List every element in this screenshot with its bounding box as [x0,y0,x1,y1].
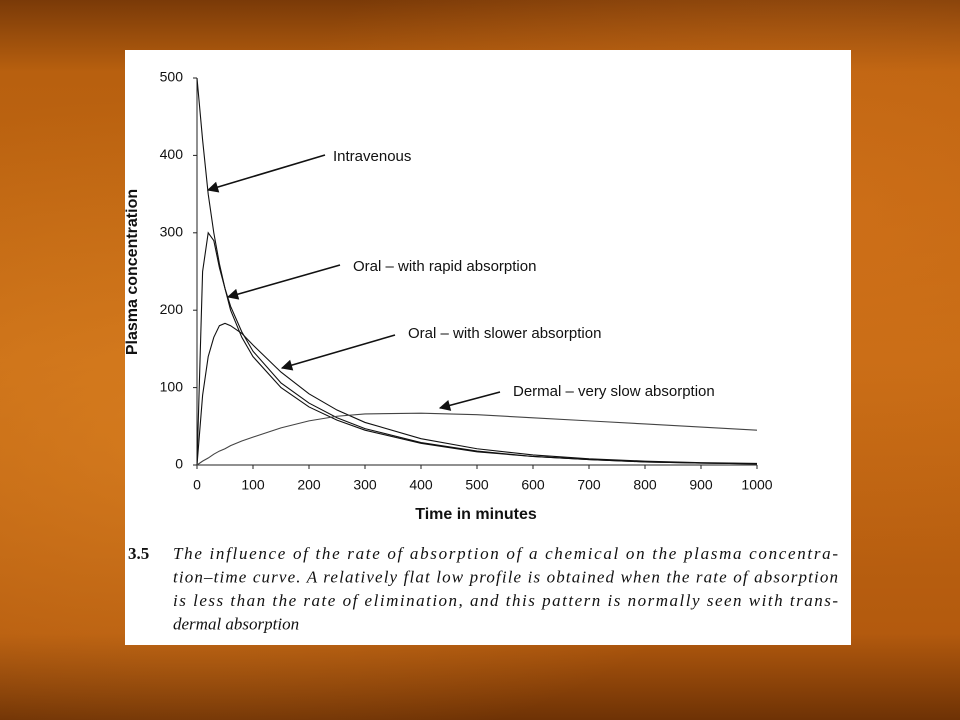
caption-number: 3.5 [128,544,149,563]
caption-line: The influence of the rate of absorption … [173,544,838,563]
annotation-arrow [206,154,326,193]
y-tick-label: 300 [160,224,184,240]
annotation-arrow [438,391,501,411]
line-series [196,231,758,466]
series-label: Oral – with rapid absorption [353,258,536,275]
annotation-arrow [226,264,341,300]
x-tick-label: 100 [241,477,265,493]
x-tick-label: 0 [193,477,201,493]
y-tick-label: 100 [160,378,184,394]
y-tick-label: 0 [175,456,183,472]
x-tick-label: 500 [465,477,489,493]
series-label: Oral – with slower absorption [408,325,601,342]
x-tick-label: 900 [689,477,713,493]
line-series [196,412,758,466]
series-label: Dermal – very slow absorption [513,383,715,400]
x-tick-label: 400 [409,477,433,493]
x-tick-label: 600 [521,477,545,493]
caption-line: dermal absorption [173,614,299,633]
annotation-arrow [280,334,396,371]
line-series [196,322,758,466]
series-label: Intravenous [333,148,411,165]
y-tick-label: 500 [160,69,184,85]
caption-line: tion–time curve. A relatively flat low p… [173,567,838,586]
y-axis-title: Plasma concentration [124,189,141,355]
x-tick-label: 800 [633,477,657,493]
y-tick-label: 200 [160,301,184,317]
y-tick-label: 400 [160,146,184,162]
x-tick-label: 700 [577,477,601,493]
figure-panel [125,50,851,645]
x-tick-label: 300 [353,477,377,493]
caption-line: is less than the rate of elimination, an… [173,591,838,610]
x-axis-title: Time in minutes [415,506,537,523]
x-tick-label: 200 [297,477,321,493]
x-tick-label: 1000 [741,477,772,493]
